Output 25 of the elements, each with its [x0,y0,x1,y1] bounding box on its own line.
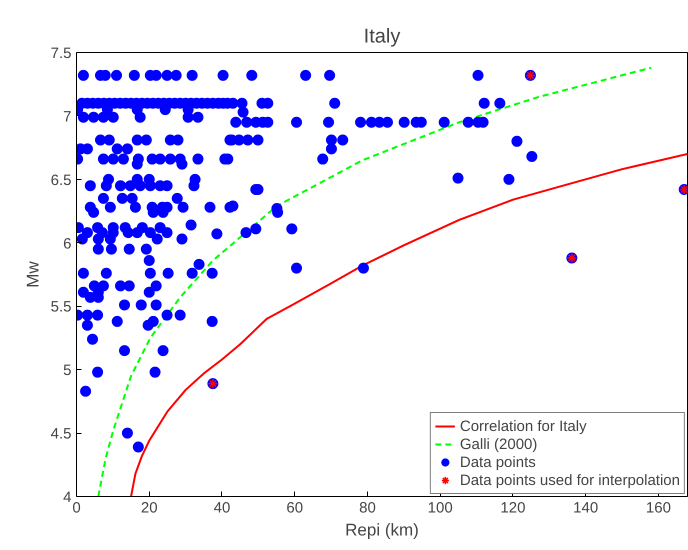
x-axis-title: Repi (km) [345,520,419,540]
y-tick-label: 4.5 [50,426,72,443]
x-tick-label: 80 [359,500,376,516]
x-tick-label: 120 [500,500,526,516]
y-tick-label: 4 [63,489,72,506]
x-tick-label: 160 [646,500,671,516]
x-tick-label: 40 [214,500,230,516]
y-axis-title: Mw [24,260,43,288]
x-tick-label: 60 [286,500,304,516]
legend-label: Data points used for interpolation [460,471,680,489]
y-tick-label: 5 [63,362,72,380]
y-tick-label: 7.5 [50,45,72,62]
x-tick-label: 140 [573,500,598,516]
legend-label: Galli (2000) [460,435,538,453]
legend-label: Data points [460,453,536,471]
line-series [130,152,688,496]
x-tick-label: 20 [140,500,158,516]
y-tick-label: 5.5 [50,298,72,316]
x-tick-label: 100 [428,500,453,516]
y-tick-label: 6 [63,235,72,252]
y-tick-label: 7 [63,108,72,126]
y-tick-label: 6.5 [50,172,72,189]
legend-label: Correlation for Italy [460,417,587,435]
chart-title: Italy [364,26,400,48]
x-tick-label: 0 [72,500,81,516]
